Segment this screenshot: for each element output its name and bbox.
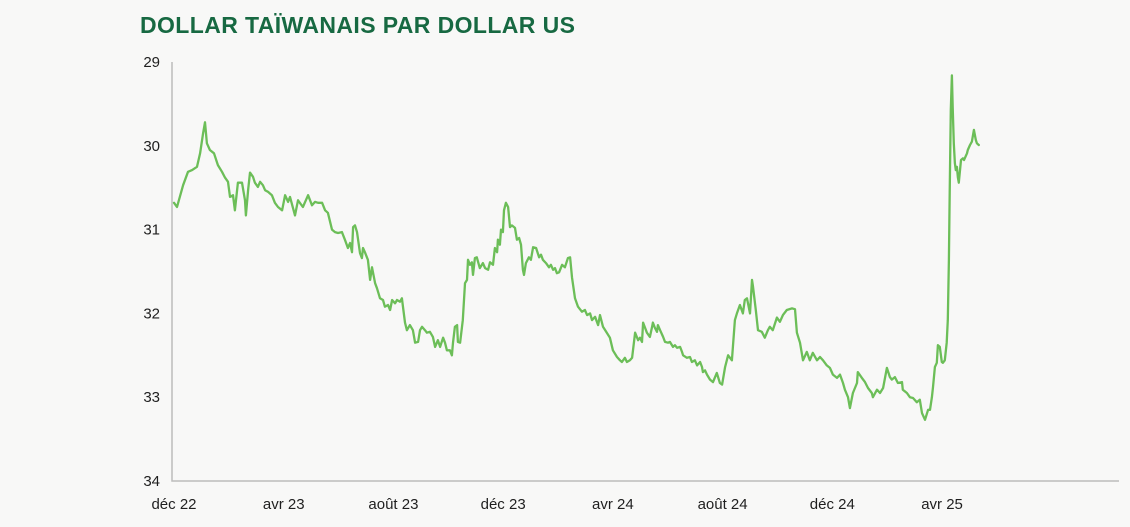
x-tick-label: août 24 bbox=[698, 496, 748, 513]
y-axis-tick-labels: 29 30 31 32 33 34 bbox=[143, 54, 160, 490]
y-tick-label: 30 bbox=[143, 138, 160, 155]
x-tick-label: août 23 bbox=[368, 496, 418, 513]
x-tick-label: déc 22 bbox=[151, 496, 196, 513]
x-tick-label: avr 24 bbox=[592, 496, 634, 513]
y-tick-label: 34 bbox=[143, 473, 160, 490]
chart-title: DOLLAR TAÏWANAIS PAR DOLLAR US bbox=[140, 12, 576, 38]
y-tick-label: 29 bbox=[143, 54, 160, 71]
x-axis-tick-labels: déc 22 avr 23 août 23 déc 23 avr 24 août 24 dé… bbox=[151, 496, 962, 513]
x-tick-label: avr 23 bbox=[263, 496, 305, 513]
y-tick-label: 31 bbox=[143, 222, 160, 239]
y-tick-label: 33 bbox=[143, 389, 160, 406]
price-line bbox=[172, 74, 980, 421]
x-tick-label: déc 23 bbox=[481, 496, 526, 513]
axes bbox=[171, 62, 1119, 482]
x-tick-label: déc 24 bbox=[810, 496, 855, 513]
y-tick-label: 32 bbox=[143, 305, 160, 322]
x-tick-label: avr 25 bbox=[921, 496, 963, 513]
